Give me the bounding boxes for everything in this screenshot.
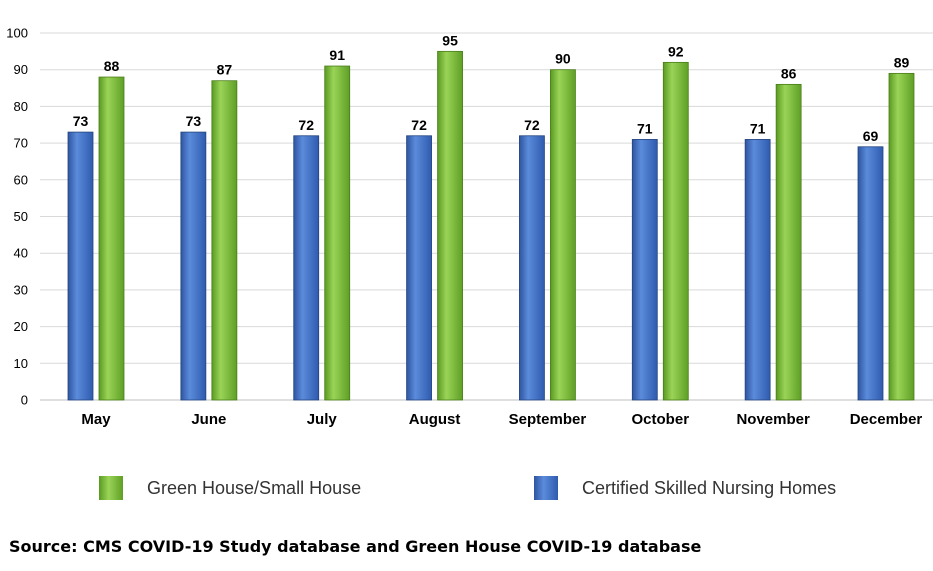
legend-swatch-green <box>99 476 123 500</box>
bar-nursing-homes <box>857 146 884 401</box>
bar-green-house <box>775 83 802 401</box>
y-tick-label: 40 <box>14 246 28 261</box>
legend-label-nursing-homes: Certified Skilled Nursing Homes <box>582 477 837 498</box>
bar-nursing-homes <box>519 135 545 401</box>
bar-nursing-homes <box>631 139 658 401</box>
y-tick-label: 90 <box>14 62 28 77</box>
bar-green-house <box>211 80 238 401</box>
data-label: 91 <box>329 47 345 63</box>
bar-green-house <box>98 76 125 401</box>
data-label: 89 <box>894 54 910 70</box>
bar-green-house <box>550 69 576 401</box>
data-label: 88 <box>104 58 120 74</box>
y-tick-label: 80 <box>14 99 28 114</box>
legend: Green House/Small House Certified Skille… <box>0 476 933 506</box>
y-tick-label: 30 <box>14 282 28 297</box>
bar-nursing-homes <box>180 131 207 401</box>
x-tick-label: November <box>736 411 810 428</box>
y-axis-ticks: 0 10 20 30 40 50 60 70 80 90 100 <box>6 26 28 408</box>
x-tick-label: June <box>191 411 226 428</box>
bar-nursing-homes <box>67 131 94 401</box>
data-label: 71 <box>637 120 653 136</box>
data-label: 71 <box>750 120 766 136</box>
source-note: Source: CMS COVID-19 Study database and … <box>9 537 702 556</box>
data-label: 90 <box>555 51 571 67</box>
bar-green-house <box>662 61 689 401</box>
bars <box>67 50 915 401</box>
data-label: 92 <box>668 43 684 59</box>
data-label: 69 <box>863 128 879 144</box>
x-tick-label: July <box>307 411 338 428</box>
bar-green-house <box>437 50 463 401</box>
legend-label-green-house: Green House/Small House <box>147 477 362 498</box>
x-tick-label: August <box>409 411 461 428</box>
y-tick-label: 20 <box>14 319 28 334</box>
y-tick-label: 70 <box>14 136 28 151</box>
y-tick-label: 100 <box>6 26 28 41</box>
data-label: 95 <box>442 32 458 48</box>
legend-item-green-house: Green House/Small House <box>99 476 361 500</box>
data-label: 72 <box>411 117 427 133</box>
x-axis-labels: May June July August September October Novembe… <box>81 411 922 428</box>
legend-swatch-blue <box>534 476 558 500</box>
data-label: 73 <box>186 113 202 129</box>
y-tick-label: 0 <box>21 393 28 408</box>
x-tick-label: September <box>509 411 587 428</box>
data-label: 73 <box>73 113 89 129</box>
data-label: 72 <box>298 117 314 133</box>
x-tick-label: October <box>632 411 690 428</box>
legend-item-nursing-homes: Certified Skilled Nursing Homes <box>534 476 836 500</box>
y-tick-label: 10 <box>14 356 28 371</box>
bar-nursing-homes <box>293 135 320 401</box>
bar-green-house <box>324 65 351 401</box>
data-label: 87 <box>217 62 233 78</box>
bar-nursing-homes <box>744 139 771 401</box>
value-labels: 73 88 73 87 72 91 72 95 72 90 71 92 71 86 69 89 <box>73 32 910 143</box>
bar-nursing-homes <box>406 135 432 401</box>
data-label: 86 <box>781 65 797 81</box>
data-label: 72 <box>524 117 540 133</box>
bar-green-house <box>888 72 915 401</box>
x-tick-label: May <box>81 411 111 428</box>
y-tick-label: 60 <box>14 172 28 187</box>
y-tick-label: 50 <box>14 209 28 224</box>
x-tick-label: December <box>850 411 923 428</box>
